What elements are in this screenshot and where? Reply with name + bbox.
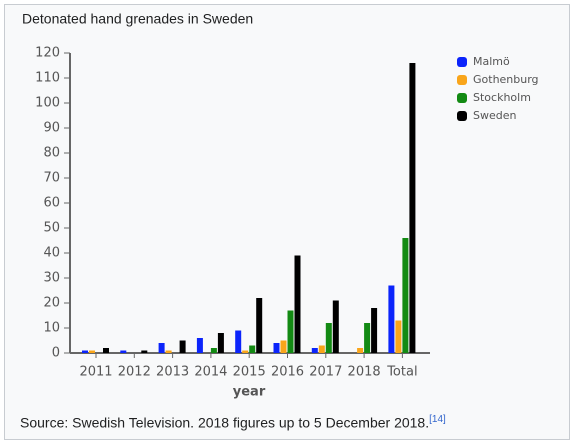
x-tick-label: 2017 xyxy=(309,365,342,380)
bar xyxy=(196,338,203,353)
y-tick-label: 90 xyxy=(43,121,60,136)
bar xyxy=(388,285,395,353)
bar xyxy=(280,340,287,353)
x-tick-label: 2013 xyxy=(156,365,189,380)
y-tick-label: 30 xyxy=(43,271,60,286)
y-tick-label: 40 xyxy=(43,246,60,261)
figure-frame xyxy=(4,4,570,440)
legend-swatch xyxy=(457,57,467,67)
legend-swatch xyxy=(457,111,467,121)
bar xyxy=(311,348,318,353)
y-tick-label: 120 xyxy=(35,46,60,61)
legend-label: Malmö xyxy=(473,55,510,68)
bar xyxy=(318,345,325,353)
bar xyxy=(294,255,301,353)
y-tick-label: 10 xyxy=(43,321,60,336)
bar xyxy=(120,350,127,353)
bar xyxy=(395,320,402,353)
legend-label: Gothenburg xyxy=(473,73,539,86)
bar xyxy=(158,343,165,353)
bar xyxy=(332,300,339,353)
bar xyxy=(249,345,256,353)
bar xyxy=(357,348,364,353)
legend-label: Stockholm xyxy=(473,91,531,104)
x-tick-label: 2012 xyxy=(118,365,151,380)
y-tick-label: 110 xyxy=(35,71,60,86)
bar xyxy=(179,340,186,353)
x-tick-label: 2011 xyxy=(79,365,112,380)
bar xyxy=(402,238,409,353)
source-note: Source: Swedish Television. 2018 figures… xyxy=(20,414,446,431)
bar xyxy=(103,348,109,353)
bar xyxy=(210,348,217,353)
x-tick-label: 2014 xyxy=(194,365,227,380)
bar xyxy=(89,350,95,353)
x-tick-label: Total xyxy=(386,365,417,380)
bar xyxy=(82,350,88,353)
legend-swatch xyxy=(457,75,467,85)
bar xyxy=(256,298,263,353)
y-tick-label: 70 xyxy=(43,171,60,186)
bar xyxy=(273,343,280,353)
y-tick-label: 0 xyxy=(52,346,60,361)
x-tick-label: 2015 xyxy=(233,365,266,380)
chart-title: Detonated hand grenades in Sweden xyxy=(22,11,253,27)
y-tick-label: 100 xyxy=(35,96,60,111)
legend-label: Sweden xyxy=(473,109,516,122)
y-tick-label: 60 xyxy=(43,196,60,211)
bar xyxy=(141,350,148,353)
y-tick-label: 50 xyxy=(43,221,60,236)
bar xyxy=(409,63,416,353)
bar xyxy=(165,350,172,353)
bar xyxy=(325,323,332,353)
reference-link[interactable]: [14] xyxy=(429,414,446,425)
x-tick-label: 2018 xyxy=(348,365,381,380)
bar xyxy=(287,310,294,353)
bar xyxy=(371,308,378,353)
y-tick-label: 20 xyxy=(43,296,60,311)
source-text: Source: Swedish Television. 2018 figures… xyxy=(20,414,430,431)
x-tick-label: 2016 xyxy=(271,365,304,380)
bar xyxy=(217,333,224,353)
x-axis-label: year xyxy=(233,385,266,400)
bar xyxy=(364,323,371,353)
bar xyxy=(242,350,249,353)
bar xyxy=(235,330,242,353)
y-tick-label: 80 xyxy=(43,146,60,161)
legend-swatch xyxy=(457,93,467,103)
